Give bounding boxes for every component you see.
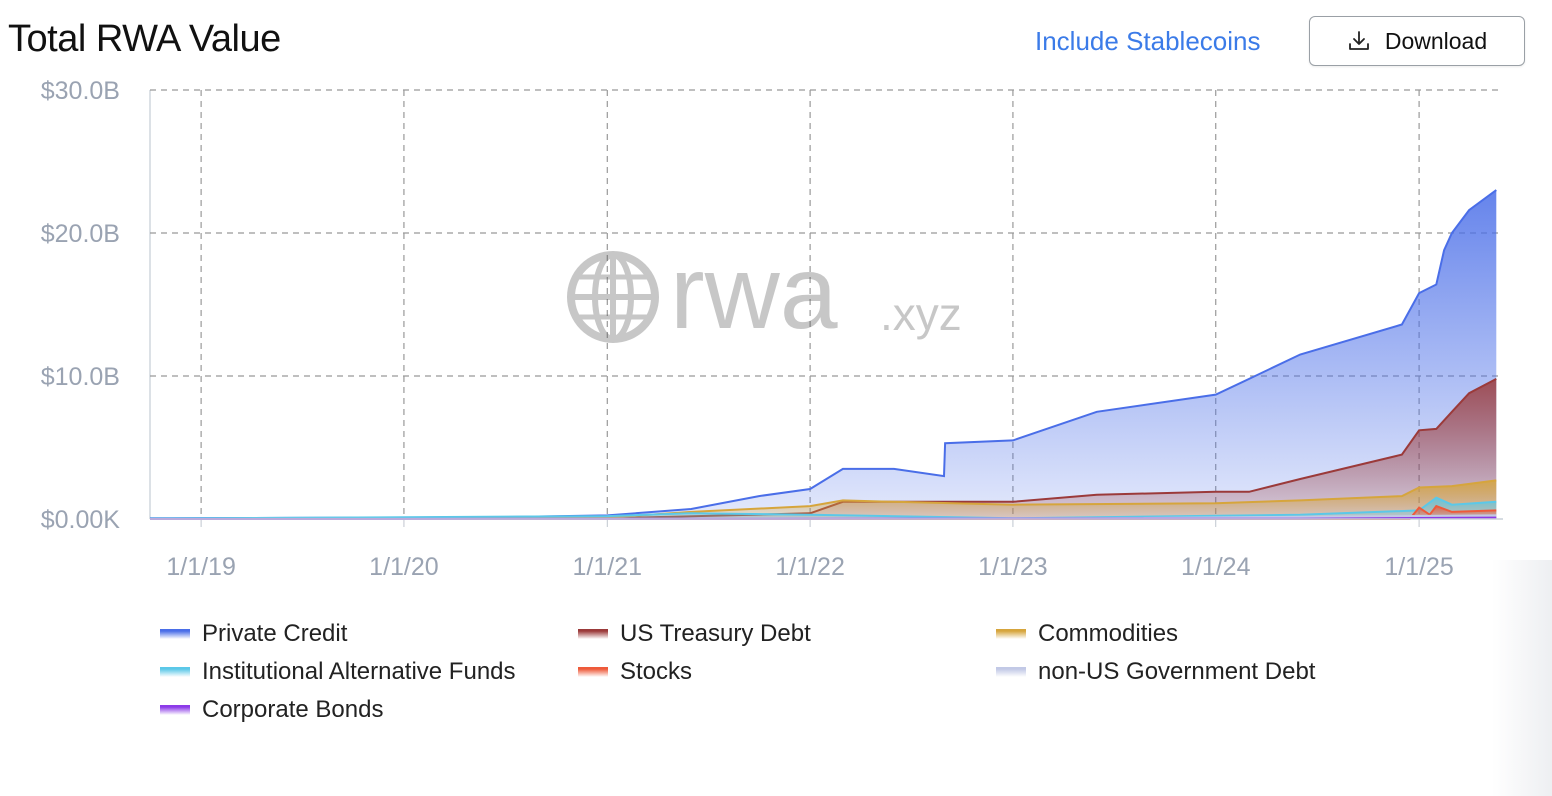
watermark-text: rwa bbox=[670, 235, 838, 351]
y-tick-label: $30.0B bbox=[41, 77, 120, 105]
x-tick-label: 1/1/21 bbox=[573, 553, 643, 581]
download-icon bbox=[1347, 29, 1371, 53]
legend-item[interactable]: Stocks bbox=[578, 658, 692, 686]
legend-swatch bbox=[578, 667, 608, 677]
legend-swatch bbox=[996, 629, 1026, 639]
legend-item[interactable]: non-US Government Debt bbox=[996, 658, 1315, 686]
series-area-commodities bbox=[150, 480, 1497, 519]
globe-icon bbox=[567, 251, 659, 343]
corner-shade bbox=[1492, 560, 1552, 796]
download-label: Download bbox=[1384, 27, 1488, 54]
rwa-area-chart: $0.00K $10.0B $20.0B $30.0B 1/1/19 1/1/20 1/1/… bbox=[41, 77, 1503, 581]
legend-label: Stocks bbox=[620, 658, 693, 685]
legend-swatch bbox=[160, 705, 190, 715]
series-area-private-credit bbox=[150, 190, 1497, 519]
series-line-institutional-alternative-funds bbox=[149, 496, 1497, 520]
x-tick-label: 1/1/24 bbox=[1181, 553, 1251, 581]
legend-item[interactable]: Commodities bbox=[996, 620, 1178, 648]
page-title: Total RWA Value bbox=[8, 18, 281, 60]
series-line-commodities bbox=[149, 479, 1497, 520]
y-tick-label: $10.0B bbox=[41, 363, 120, 391]
x-tick-label: 1/1/22 bbox=[775, 553, 845, 581]
legend-swatch bbox=[578, 629, 608, 639]
legend-item[interactable]: Private Credit bbox=[160, 620, 347, 648]
watermark-suffix: .xyz bbox=[880, 288, 962, 340]
watermark: rwa .xyz bbox=[567, 235, 962, 351]
legend-item[interactable]: Corporate Bonds bbox=[160, 696, 383, 724]
y-tick-label: $0.00K bbox=[41, 506, 121, 534]
legend-label: Institutional Alternative Funds bbox=[202, 658, 516, 685]
y-tick-label: $20.0B bbox=[41, 220, 120, 248]
legend-item[interactable]: US Treasury Debt bbox=[578, 620, 811, 648]
series-line-private-credit bbox=[149, 189, 1497, 520]
x-tick-label: 1/1/19 bbox=[166, 553, 236, 581]
legend-item[interactable]: Institutional Alternative Funds bbox=[160, 658, 516, 686]
legend-label: non-US Government Debt bbox=[1038, 658, 1316, 685]
legend-label: Commodities bbox=[1038, 620, 1179, 647]
legend-swatch bbox=[160, 629, 190, 639]
include-stablecoins-toggle[interactable]: Include Stablecoins bbox=[1035, 26, 1261, 56]
x-tick-label: 1/1/20 bbox=[369, 553, 439, 581]
x-tick-label: 1/1/25 bbox=[1384, 553, 1454, 581]
x-tick-label: 1/1/23 bbox=[978, 553, 1048, 581]
legend-swatch bbox=[160, 667, 190, 677]
legend-label: US Treasury Debt bbox=[620, 620, 811, 647]
legend-swatch bbox=[996, 667, 1026, 677]
legend-label: Corporate Bonds bbox=[202, 696, 384, 723]
legend-label: Private Credit bbox=[202, 620, 348, 647]
download-button[interactable]: Download bbox=[1309, 16, 1525, 66]
